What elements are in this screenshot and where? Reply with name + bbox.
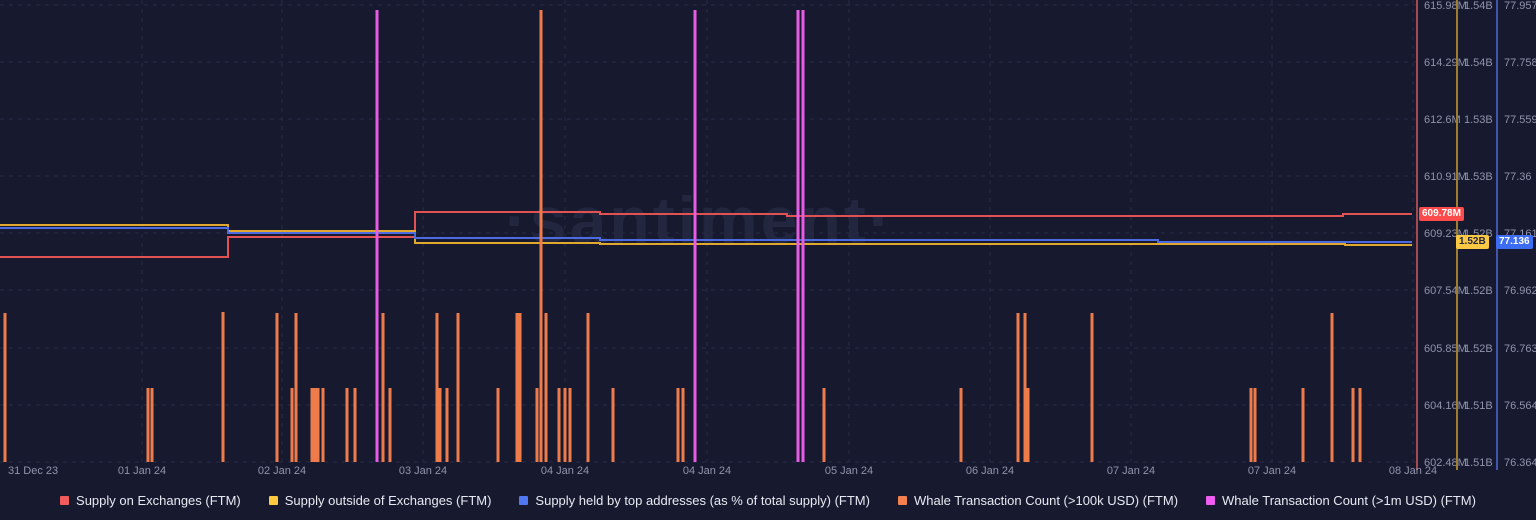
legend-swatch-whale-tx-100k — [897, 495, 907, 505]
svg-text:05 Jan 24: 05 Jan 24 — [825, 465, 873, 477]
legend-item-whale-tx-100k[interactable]: Whale Transaction Count (>100k USD) (FTM… — [897, 492, 1179, 508]
line-series-supply-on-exchanges — [0, 211, 1412, 258]
svg-text:1.54B: 1.54B — [1464, 0, 1493, 12]
svg-text:1.51B: 1.51B — [1464, 400, 1493, 412]
svg-text:04 Jan 24: 04 Jan 24 — [541, 465, 589, 477]
legend-item-whale-tx-1m[interactable]: Whale Transaction Count (>1m USD) (FTM) — [1206, 493, 1476, 508]
legend-swatch-supply-outside-exchanges — [268, 495, 278, 505]
svg-text:1.52B: 1.52B — [1464, 343, 1493, 355]
svg-text:612.6M: 612.6M — [1424, 114, 1461, 126]
svg-text:02 Jan 24: 02 Jan 24 — [258, 465, 306, 477]
current-value-badge-top-addresses: 77.136 — [1496, 235, 1533, 249]
svg-text:04 Jan 24: 04 Jan 24 — [683, 465, 731, 477]
svg-text:607.54M: 607.54M — [1424, 285, 1467, 297]
svg-text:610.91M: 610.91M — [1424, 171, 1467, 183]
svg-text:07 Jan 24: 07 Jan 24 — [1107, 465, 1155, 477]
svg-text:1.53B: 1.53B — [1464, 114, 1493, 126]
chart-legend: Supply on Exchanges (FTM) Supply outside … — [0, 484, 1536, 516]
svg-text:31 Dec 23: 31 Dec 23 — [8, 465, 58, 477]
svg-text:1.53B: 1.53B — [1464, 171, 1493, 183]
svg-text:76.763: 76.763 — [1504, 343, 1536, 355]
legend-item-supply-outside-exchanges[interactable]: Supply outside of Exchanges (FTM) — [268, 492, 492, 508]
line-series-supply-top-addresses — [0, 227, 1412, 243]
svg-text:604.16M: 604.16M — [1424, 400, 1467, 412]
svg-text:08 Jan 24: 08 Jan 24 — [1389, 465, 1437, 477]
legend-swatch-supply-on-exchanges — [60, 495, 70, 505]
svg-text:77.559: 77.559 — [1504, 114, 1536, 126]
legend-label: Whale Transaction Count (>100k USD) (FTM… — [913, 492, 1179, 508]
svg-text:1.51B: 1.51B — [1464, 457, 1493, 469]
svg-text:77.758: 77.758 — [1504, 57, 1536, 69]
svg-text:1.52B: 1.52B — [1464, 285, 1493, 297]
legend-swatch-supply-top-addresses — [519, 495, 529, 505]
svg-text:614.29M: 614.29M — [1424, 57, 1467, 69]
svg-text:01 Jan 24: 01 Jan 24 — [118, 465, 166, 477]
svg-text:76.962: 76.962 — [1504, 285, 1536, 297]
legend-item-supply-top-addresses[interactable]: Supply held by top addresses (as % of to… — [519, 493, 870, 508]
legend-item-supply-on-exchanges[interactable]: Supply on Exchanges (FTM) — [60, 493, 241, 508]
legend-label: Whale Transaction Count (>1m USD) (FTM) — [1222, 492, 1476, 508]
svg-text:76.564: 76.564 — [1504, 400, 1536, 412]
legend-label: Supply outside of Exchanges (FTM) — [284, 492, 492, 508]
svg-text:06 Jan 24: 06 Jan 24 — [966, 465, 1014, 477]
legend-label: Supply held by top addresses (as % of to… — [535, 492, 870, 508]
svg-text:76.364: 76.364 — [1504, 457, 1536, 469]
svg-text:77.957: 77.957 — [1504, 0, 1536, 12]
current-value-badge-supply-outside-exchanges: 1.52B — [1456, 235, 1489, 249]
svg-text:07 Jan 24: 07 Jan 24 — [1248, 465, 1296, 477]
gridlines — [0, 0, 1416, 463]
bar-series-whale-tx-100k — [3, 10, 1362, 462]
x-axis-labels: 31 Dec 23 01 Jan 24 02 Jan 24 03 Jan 24 04 J… — [8, 465, 1437, 477]
legend-label: Supply on Exchanges (FTM) — [76, 492, 241, 508]
y-axis-ticks-supply-top-addresses: 77.95777.75877.55977.3677.16176.96276.76… — [1504, 0, 1536, 469]
svg-text:77.36: 77.36 — [1504, 171, 1532, 183]
svg-text:1.54B: 1.54B — [1464, 57, 1493, 69]
bar-series-whale-tx-1m — [375, 10, 805, 462]
current-value-badge-supply-on-exchanges: 609.78M — [1419, 207, 1464, 221]
svg-text:605.85M: 605.85M — [1424, 343, 1467, 355]
y-axis-ticks-supply-outside-exchanges: 1.54B1.54B1.53B1.53B1.52B1.52B1.52B1.51B… — [1464, 0, 1493, 469]
svg-text:615.98M: 615.98M — [1424, 0, 1467, 12]
svg-text:03 Jan 24: 03 Jan 24 — [399, 465, 447, 477]
chart-plot-area[interactable]: 615.98M614.29M612.6M610.91M609.23M607.54… — [0, 0, 1536, 478]
legend-swatch-whale-tx-1m — [1206, 495, 1216, 505]
